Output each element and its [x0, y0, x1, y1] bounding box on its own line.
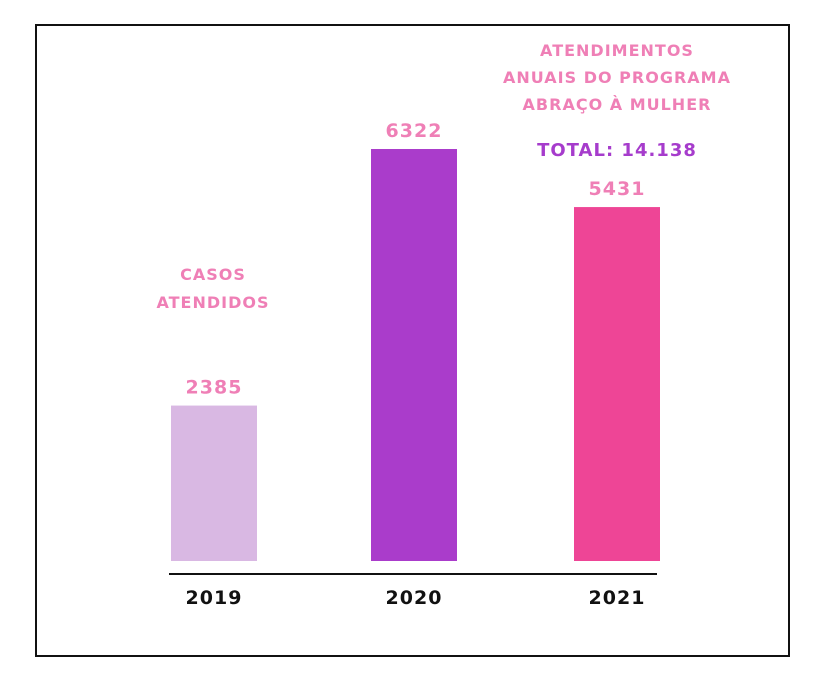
bar-2021: [574, 207, 660, 561]
bars: [171, 149, 660, 561]
series-label-line-2: ATENDIDOS: [156, 293, 269, 312]
series-label-line-1: CASOS: [180, 265, 246, 284]
title-line-1: ATENDIMENTOS: [540, 41, 694, 60]
title-line-2: ANUAIS DO PROGRAMA: [503, 68, 731, 87]
x-tick-labels: 2019 2020 2021: [186, 587, 646, 609]
chart-title: ATENDIMENTOS ANUAIS DO PROGRAMA ABRAÇO À…: [503, 41, 731, 114]
value-labels: 2385 6322 5431: [186, 120, 646, 399]
total-label: TOTAL: 14.138: [537, 140, 697, 161]
value-label-2020: 6322: [386, 120, 443, 142]
bar-2019: [171, 405, 257, 561]
x-tick-2021: 2021: [589, 587, 646, 609]
value-label-2021: 5431: [589, 178, 646, 200]
x-tick-2019: 2019: [186, 587, 243, 609]
x-tick-2020: 2020: [386, 587, 443, 609]
series-label: CASOS ATENDIDOS: [156, 265, 269, 312]
bar-2020: [371, 149, 457, 561]
title-line-3: ABRAÇO À MULHER: [523, 95, 712, 114]
value-label-2019: 2385: [186, 377, 243, 399]
